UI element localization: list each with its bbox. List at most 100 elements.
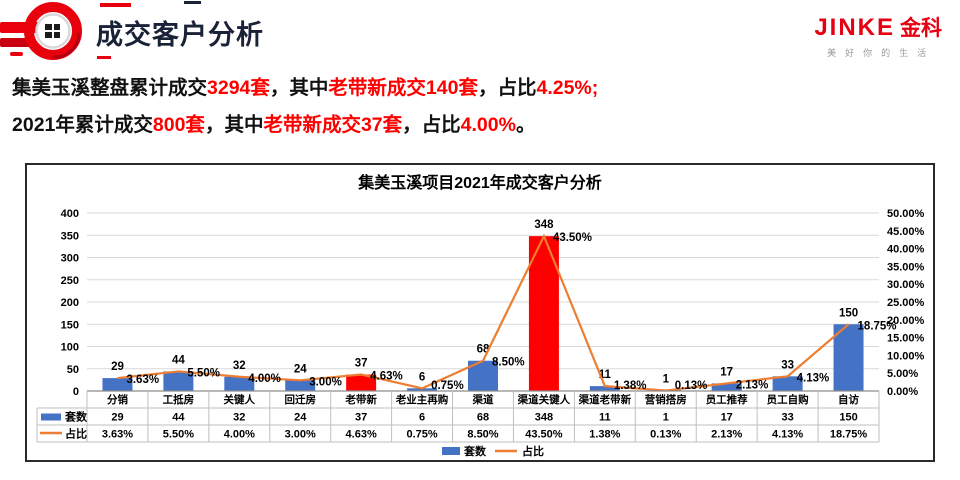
brand-name-cn: 金科 [900, 17, 942, 40]
bar-渠道老带新 [589, 386, 620, 391]
pct-label: 1.38% [614, 380, 647, 392]
bar-value-label: 1 [663, 374, 670, 386]
right-axis-tick: 20.00% [887, 315, 925, 327]
table-cell-pct: 3.63% [102, 429, 133, 441]
table-category-header: 关键人 [224, 393, 256, 406]
summary-segment: ，其中 [269, 77, 329, 99]
pct-label: 4.13% [797, 372, 830, 384]
bar-分销 [102, 378, 133, 391]
chart-title: 集美玉溪项目2021年成交客户分析 [358, 175, 602, 192]
left-axis-tick: 100 [61, 342, 79, 354]
bar-value-label: 44 [172, 354, 185, 366]
table-category-header: 自访 [838, 393, 859, 406]
right-axis-tick: 40.00% [887, 244, 925, 256]
speed-streak [10, 52, 23, 56]
bar-value-label: 6 [419, 371, 425, 383]
table-cell-value: 29 [111, 412, 123, 424]
table-category-header: 分销 [107, 393, 128, 406]
bar-回迁房 [285, 380, 316, 391]
bar-工抵房 [163, 371, 194, 391]
table-cell-pct: 1.38% [589, 429, 620, 441]
grid-icon [45, 24, 60, 38]
brand-logo: JINKE 金科 美好你的生活 [814, 12, 942, 59]
bar-员工自购 [772, 376, 803, 391]
table-category-header: 渠道关键人 [517, 393, 571, 406]
table-cell-value: 32 [233, 412, 245, 424]
pct-label: 0.75% [431, 380, 464, 392]
brand-name-en: JINKE [814, 14, 895, 41]
combo-chart: 0 50 100 150 200 250 300 350 400 0.00% 5.00% 10.00%… [36, 208, 925, 458]
header-badge-icon [0, 1, 201, 60]
left-axis-tick: 250 [61, 275, 79, 287]
right-axis-tick: 15.00% [887, 333, 925, 345]
right-axis-tick: 25.00% [887, 297, 925, 309]
summary-segment: 。 [515, 114, 536, 136]
brand-wordmark: JINKE 金科 [814, 12, 942, 42]
table-cell-pct: 8.50% [467, 429, 498, 441]
right-axis-tick: 30.00% [887, 279, 925, 291]
table-cell-value: 33 [781, 412, 793, 424]
pct-label: 43.50% [553, 232, 592, 244]
table-category-header: 营销搭房 [645, 393, 687, 406]
bar-value-label: 150 [839, 307, 858, 319]
legend-label-line: 占比 [522, 444, 544, 458]
table-key-bar-swatch [41, 413, 61, 421]
badge-ring [24, 2, 82, 60]
summary-segment: 老带新成交37套 [263, 114, 403, 136]
table-cell-pct: 4.00% [224, 429, 255, 441]
summary-segment: 4.25%; [536, 77, 599, 99]
right-axis-tick: 45.00% [887, 226, 925, 238]
summary-segment: ，占比 [402, 114, 461, 136]
table-cell-pct: 0.75% [406, 429, 437, 441]
table-row-label: 套数 [65, 410, 88, 424]
table-cell-value: 11 [599, 412, 611, 424]
badge-ring-shadow [29, 7, 81, 59]
summary-line-2: 2021年累计成交800套，其中老带新成交37套，占比4.00%。 [12, 107, 598, 144]
table-cell-pct: 0.13% [650, 429, 681, 441]
pct-label: 5.50% [187, 367, 220, 379]
summary-line-1: 集美玉溪整盘累计成交3294套，其中老带新成交140套，占比4.25%; [12, 70, 598, 107]
table-category-header: 工抵房 [163, 393, 195, 406]
brand-tagline: 美好你的生活 [827, 48, 936, 58]
summary-segment: 老带新成交140套 [328, 77, 478, 99]
pct-label: 3.63% [126, 374, 159, 386]
speed-streak [0, 38, 34, 47]
left-axis-tick: 50 [67, 364, 79, 376]
table-cell-pct: 5.50% [163, 429, 194, 441]
right-axis-tick: 50.00% [887, 208, 925, 220]
line-series: 3.63% 5.50% 4.00% 3.00% 4.63% 0.75% 8.50% 43.50… [117, 232, 897, 392]
bar-value-label: 348 [534, 219, 554, 231]
legend-bar-swatch [442, 447, 460, 455]
table-category-header: 渠道 [472, 393, 494, 406]
chart-data-table: 分销 工抵房 关键人 回迁房 老带新 老业主再购 渠道 渠道关键人 渠道老带新 营销搭房 员工推荐 员… [36, 390, 880, 443]
table-category-header: 员工推荐 [706, 393, 748, 406]
chart-container: 集美玉溪项目2021年成交客户分析 0 50 100 150 200 250 300 350 4… [25, 163, 935, 462]
table-category-header: 老带新 [344, 393, 377, 406]
legend-label-bars: 套数 [464, 444, 487, 458]
table-cell-value: 24 [294, 412, 307, 424]
grid-and-axes: 0 50 100 150 200 250 300 350 400 0.00% 5.00% 10.00%… [61, 208, 925, 398]
chart-legend: 套数 占比 [442, 444, 544, 458]
bar-value-label: 33 [781, 359, 794, 371]
page-title: 成交客户分析 [96, 20, 264, 50]
accent-dash [97, 56, 111, 59]
table-cell-pct: 18.75% [830, 429, 868, 441]
table-cell-value: 150 [839, 412, 857, 424]
table-cell-value: 17 [721, 412, 733, 424]
bar-关键人 [224, 376, 255, 391]
pct-label: 2.13% [736, 379, 769, 391]
pct-label: 18.75% [858, 320, 897, 332]
table-cell-value: 44 [172, 412, 185, 424]
pct-polyline [117, 233, 850, 392]
summary-segment: 3294套 [207, 77, 270, 99]
right-axis-tick: 10.00% [887, 350, 925, 362]
badge-center [35, 13, 71, 49]
summary-segment: 2021年累计成交 [12, 114, 153, 136]
accent-dash [184, 1, 201, 4]
table-cell-value: 37 [355, 412, 367, 424]
table-cell-pct: 43.50% [525, 429, 563, 441]
table-category-header: 渠道老带新 [578, 393, 632, 406]
table-cell-pct: 4.13% [772, 429, 803, 441]
bar-value-label: 29 [111, 361, 124, 373]
